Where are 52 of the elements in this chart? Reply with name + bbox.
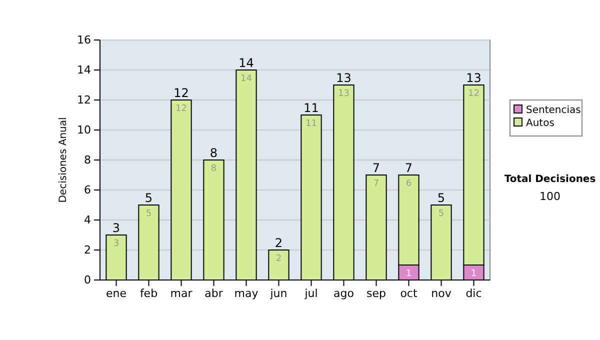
data-label: 2 [276, 254, 282, 264]
data-label: 5 [146, 209, 152, 219]
total-label: 5 [437, 191, 446, 205]
data-label: 8 [210, 164, 217, 174]
total-label: 13 [466, 71, 482, 85]
x-tick-label: jul [304, 286, 318, 300]
data-label: 11 [306, 119, 317, 129]
x-tick-label: ago [334, 286, 354, 300]
total-label: 12 [174, 86, 189, 100]
data-label: 13 [338, 89, 350, 99]
x-tick-label: nov [431, 286, 452, 300]
legend-label: Autos [526, 118, 554, 129]
x-tick-label: jun [269, 286, 288, 300]
y-tick-label: 0 [84, 274, 91, 287]
data-label: 1 [406, 269, 412, 279]
x-tick-label: may [234, 286, 259, 300]
data-label: 12 [176, 104, 187, 114]
y-tick-label: 16 [77, 34, 91, 47]
total-label: 13 [336, 71, 352, 85]
y-tick-label: 2 [84, 244, 91, 257]
data-label: 6 [406, 179, 412, 189]
y-tick-label: 4 [84, 214, 91, 227]
x-tick-label: mar [170, 286, 193, 300]
y-axis-title: Decisiones Anual [58, 117, 69, 203]
data-label: 3 [113, 239, 120, 249]
total-label: 3 [112, 221, 120, 235]
legend-label: Sentencias [526, 105, 581, 116]
x-tick-label: feb [140, 286, 158, 300]
total-label: 7 [404, 161, 413, 175]
text: 100 [540, 190, 560, 203]
x-tick-label: ene [106, 286, 127, 300]
total-label: 2 [274, 236, 283, 250]
y-tick-label: 8 [84, 154, 91, 167]
total-label: 5 [144, 191, 153, 205]
data-label: 5 [438, 209, 444, 219]
x-tick-label: oct [400, 286, 418, 300]
x-tick-label: sep [366, 286, 386, 300]
data-label: 7 [373, 179, 380, 189]
data-label: 14 [240, 74, 252, 84]
total-label: 8 [210, 146, 218, 160]
y-tick-label: 12 [77, 94, 91, 107]
total-label: 14 [238, 56, 254, 70]
data-label: 12 [468, 89, 480, 99]
x-tick-label: dic [466, 286, 482, 300]
x-tick-label: abr [204, 286, 224, 300]
y-tick-label: 10 [77, 124, 91, 137]
total-label: 7 [372, 161, 380, 175]
total-label: 11 [304, 101, 319, 115]
y-tick-label: 14 [77, 64, 91, 77]
data-label: 1 [470, 269, 477, 279]
text: Total Decisiones [504, 174, 596, 185]
y-tick-label: 6 [84, 184, 91, 197]
